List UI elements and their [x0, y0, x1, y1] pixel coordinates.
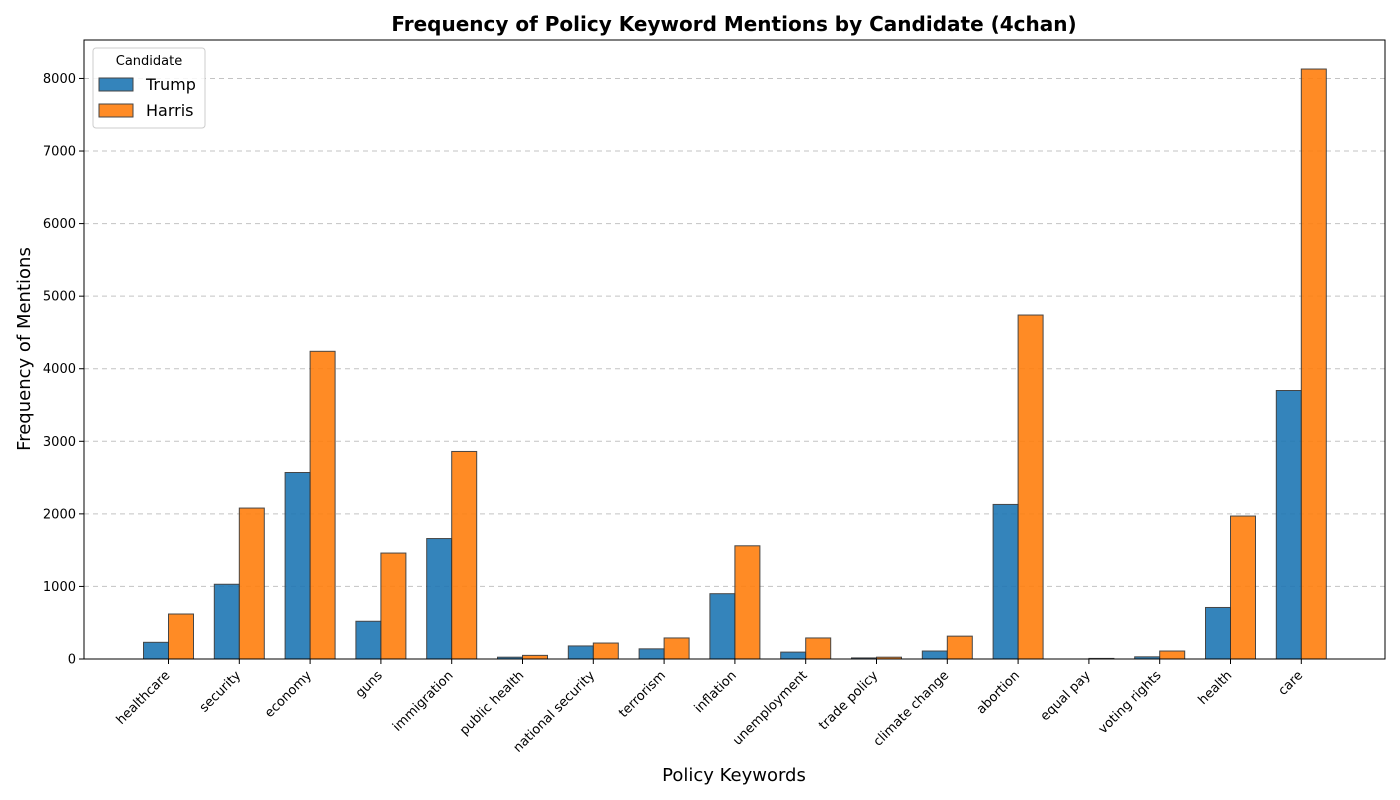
x-axis-ticks: healthcare security economy guns immigration… — [114, 659, 1306, 756]
x-tick-label: care — [1276, 668, 1307, 699]
bar-harris-care — [1300, 68, 1327, 660]
x-tick-label: voting rights — [1096, 668, 1165, 737]
bar-harris-national-security — [592, 642, 619, 660]
bar-trump-terrorism — [638, 648, 665, 660]
x-tick-label: climate change — [871, 668, 952, 749]
legend-label-trump: Trump — [145, 75, 196, 94]
bar-trump-security — [213, 583, 240, 660]
bar-trump-climate-change — [921, 650, 948, 660]
bar-harris-immigration — [451, 450, 478, 660]
bar-harris-public-health — [522, 654, 548, 660]
bar-trump-inflation — [709, 593, 736, 660]
bar-harris-guns — [380, 552, 407, 660]
bars — [143, 68, 1327, 660]
bar-harris-inflation — [734, 545, 761, 660]
bar-trump-care — [1275, 390, 1302, 660]
bar-harris-climate-change — [946, 635, 973, 660]
bar-harris-voting-rights — [1159, 650, 1186, 660]
x-tick-label: healthcare — [114, 668, 174, 728]
y-tick-label: 6000 — [43, 217, 76, 232]
x-tick-label: security — [197, 668, 245, 716]
bar-harris-health — [1230, 515, 1256, 660]
y-tick-label: 0 — [68, 653, 76, 668]
y-tick-label: 3000 — [43, 435, 76, 450]
legend-items: Trump Harris — [98, 75, 196, 120]
bar-trump-economy — [284, 472, 311, 660]
bar-harris-abortion — [1017, 314, 1044, 660]
y-tick-label: 2000 — [43, 507, 76, 522]
bar-trump-immigration — [426, 538, 453, 660]
chart-title: Frequency of Policy Keyword Mentions by … — [391, 12, 1076, 36]
x-tick-label: unemployment — [730, 668, 810, 748]
x-tick-label: immigration — [390, 668, 456, 734]
bar-harris-terrorism — [663, 637, 690, 660]
x-tick-label: equal pay — [1038, 668, 1094, 724]
y-tick-label: 1000 — [43, 580, 76, 595]
legend: Candidate Trump Harris — [92, 47, 206, 129]
x-axis-label: Policy Keywords — [662, 765, 806, 786]
bar-trump-healthcare — [143, 641, 169, 660]
bar-harris-security — [238, 507, 265, 660]
legend-title: Candidate — [116, 54, 182, 69]
y-tick-label: 8000 — [43, 72, 76, 87]
bar-trump-unemployment — [780, 651, 807, 660]
x-tick-label: inflation — [692, 668, 740, 716]
x-tick-label: public health — [457, 668, 527, 738]
x-tick-label: health — [1196, 668, 1236, 708]
y-tick-label: 5000 — [43, 290, 76, 305]
x-tick-label: economy — [262, 668, 315, 721]
gridlines — [84, 77, 1385, 587]
y-axis-ticks: 0 1000 2000 3000 4000 5000 6000 7000 8000 — [43, 72, 84, 668]
legend-swatch-harris — [98, 103, 134, 118]
x-tick-label: abortion — [974, 668, 1023, 717]
y-axis-label: Frequency of Mentions — [14, 247, 35, 451]
x-tick-label: terrorism — [616, 668, 669, 721]
legend-swatch-trump — [98, 77, 134, 92]
legend-label-harris: Harris — [146, 101, 194, 120]
y-tick-label: 4000 — [43, 362, 76, 377]
x-tick-label: trade policy — [816, 668, 881, 733]
bar-harris-economy — [309, 350, 336, 660]
bar-trump-guns — [355, 620, 382, 660]
bar-trump-national-security — [567, 645, 594, 660]
x-tick-label: guns — [353, 668, 386, 701]
bar-harris-healthcare — [168, 613, 194, 660]
bar-harris-unemployment — [805, 637, 832, 660]
bar-trump-abortion — [992, 503, 1019, 660]
y-tick-label: 7000 — [43, 145, 76, 160]
bar-trump-health — [1205, 606, 1231, 660]
